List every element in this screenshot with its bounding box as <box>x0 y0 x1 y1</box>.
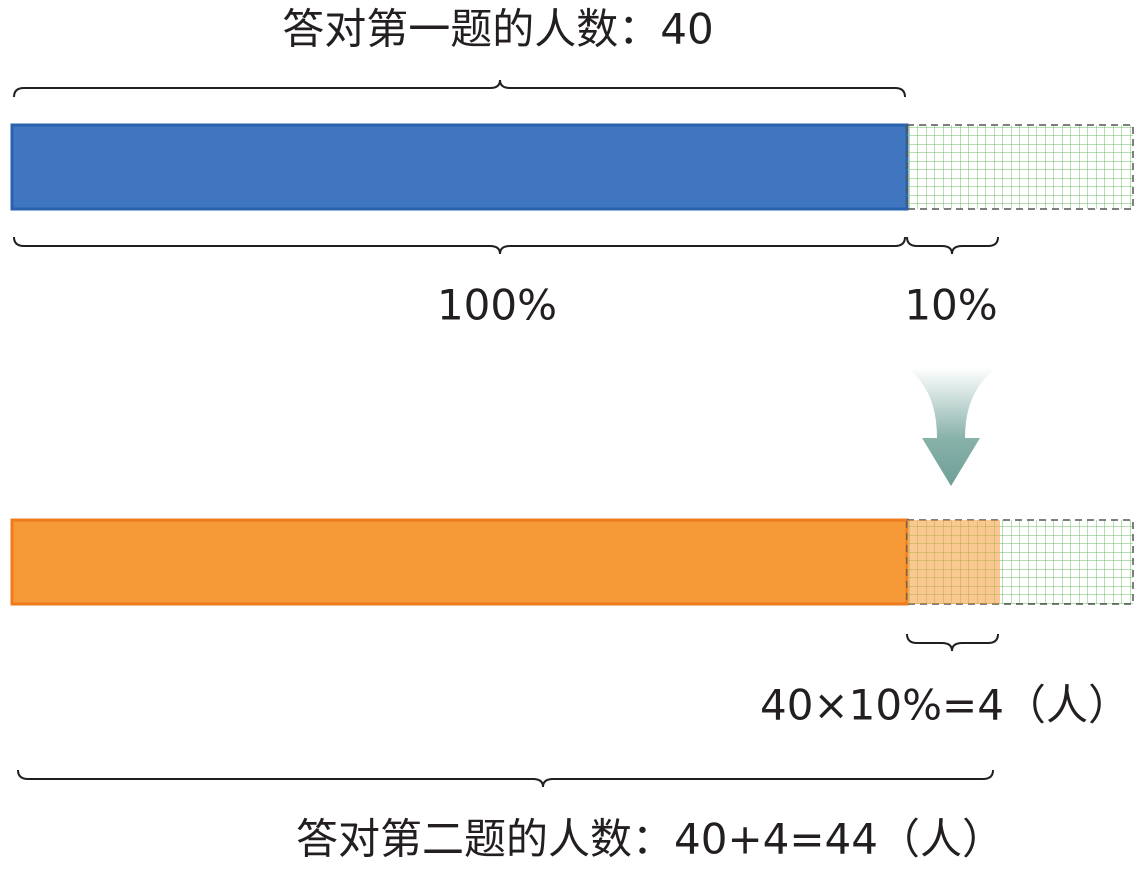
brace <box>906 633 999 652</box>
increase-label: 40×10%=4（人） <box>760 681 1130 730</box>
blue-bar <box>10 123 909 211</box>
bottom-label: 答对第二题的人数：40+4=44（人） <box>296 815 1004 864</box>
orange-increase <box>907 520 1000 604</box>
percent-whole: 100% <box>437 281 557 330</box>
top-label: 答对第一题的人数：40 <box>282 5 713 54</box>
grid-box <box>906 124 1134 210</box>
brace <box>906 236 999 255</box>
brace <box>13 79 906 98</box>
brace <box>13 236 906 255</box>
orange-bar <box>10 518 909 606</box>
percent-part: 10% <box>904 281 997 330</box>
brace <box>17 769 994 788</box>
arrow <box>907 368 997 486</box>
